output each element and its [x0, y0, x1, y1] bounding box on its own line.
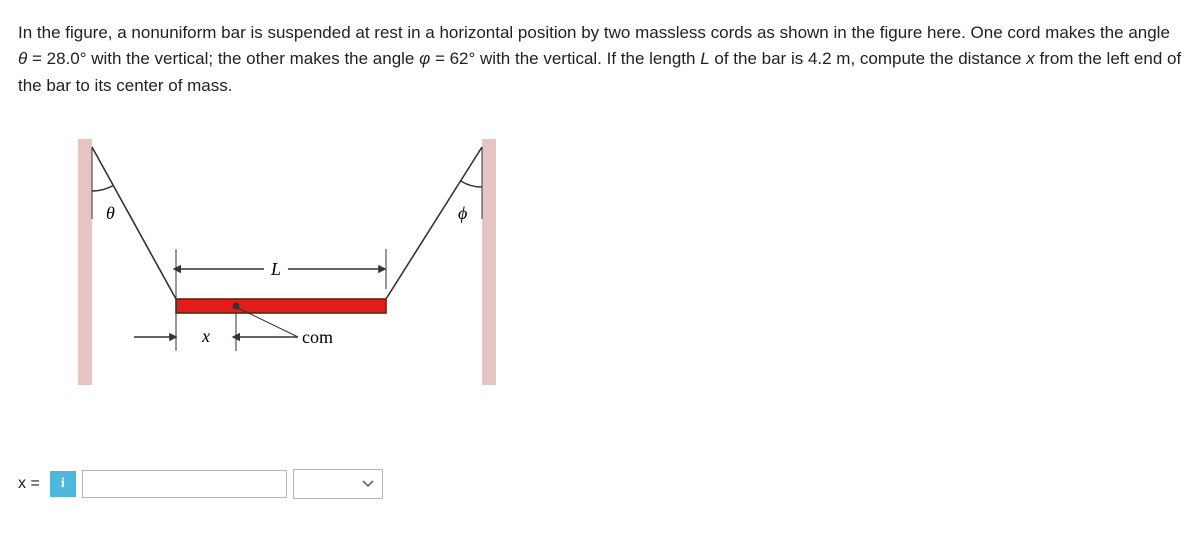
bar [176, 299, 386, 313]
l-symbol: L [700, 49, 709, 68]
answer-input[interactable] [82, 470, 287, 498]
left-cord [92, 147, 176, 299]
phi-eq: = 62° with the vertical. If the length [430, 49, 700, 68]
x-label: x [201, 326, 210, 346]
com-label: com [302, 327, 333, 347]
theta-arc [92, 186, 113, 192]
theta-symbol: θ [18, 49, 27, 68]
x-symbol: x [1026, 49, 1035, 68]
left-wall [78, 139, 92, 385]
problem-statement: In the figure, a nonuniform bar is suspe… [18, 20, 1182, 99]
phi-symbol: φ [419, 49, 430, 68]
physics-figure: L x com θ ϕ [46, 129, 526, 409]
l-eq: of the bar is 4.2 m, compute the distanc… [710, 49, 1027, 68]
phi-label: ϕ [458, 203, 467, 223]
theta-label: θ [106, 203, 115, 223]
l-label: L [270, 259, 281, 279]
theta-eq: = 28.0° with the vertical; the other mak… [27, 49, 419, 68]
answer-prefix: x = [18, 475, 40, 493]
answer-row: x = i [18, 469, 1182, 499]
info-button[interactable]: i [50, 471, 76, 497]
info-icon: i [61, 476, 65, 492]
text-part1: In the figure, a nonuniform bar is suspe… [18, 23, 1170, 42]
unit-select[interactable] [293, 469, 383, 499]
right-wall [482, 139, 496, 385]
phi-arc [461, 181, 482, 187]
right-cord [386, 147, 482, 299]
